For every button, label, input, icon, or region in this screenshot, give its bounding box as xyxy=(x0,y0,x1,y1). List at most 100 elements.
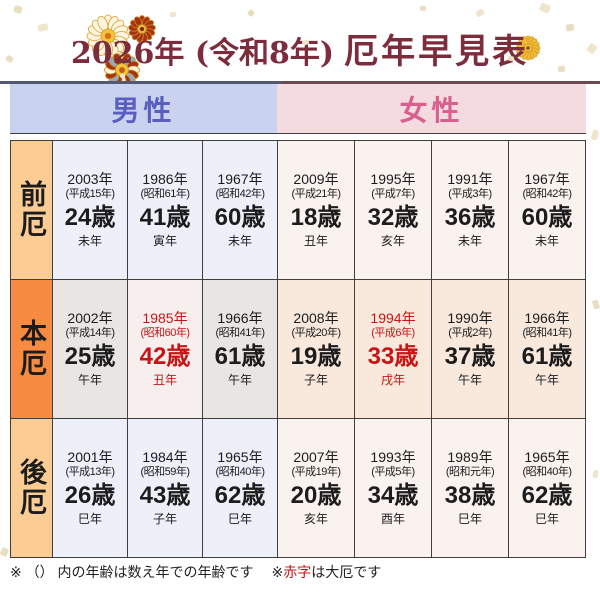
yakudoshi-cell: 1986年 (昭和61年) 41歳 寅年 xyxy=(128,141,203,280)
cell-age: 60歳 xyxy=(214,204,266,232)
cell-era: (平成15年) xyxy=(65,188,115,201)
cell-year: 1967年 xyxy=(217,170,263,187)
cell-era: (昭和42年) xyxy=(215,188,265,201)
cell-zodiac: 巳年 xyxy=(457,512,482,527)
cell-zodiac: 巳年 xyxy=(77,512,102,527)
yakudoshi-cell: 2001年 (平成13年) 26歳巳年 xyxy=(53,419,128,558)
cell-age: 36歳 xyxy=(444,204,496,232)
cell-age: 61歳 xyxy=(214,343,266,371)
cell-zodiac: 子年 xyxy=(152,512,177,527)
cell-era: (平成21年) xyxy=(291,188,341,201)
row-label-atoyaku: 後厄 xyxy=(11,419,53,558)
note-counted-age: ※ （） 内の年齢は数え年での年齢です xyxy=(10,564,254,580)
cell-zodiac: 戌年 xyxy=(380,373,405,388)
title-main: 厄年早見表 xyxy=(344,32,530,72)
yakudoshi-cell: 1993年 (平成5年) 34歳酉年 xyxy=(355,419,432,558)
cell-age: 33歳 xyxy=(367,343,419,371)
yakudoshi-cell: 1990年 (平成2年) 37歳 午年 xyxy=(432,280,509,419)
page-title: 2026年 (令和8年) 厄年早見表 xyxy=(71,24,529,73)
cell-year: 1993年 xyxy=(370,448,416,465)
row-label-honyaku: 本厄 xyxy=(11,280,53,419)
cell-year: 1967年 xyxy=(524,170,570,187)
cell-zodiac: 丑年 xyxy=(152,373,177,388)
note-red-suffix: は大厄です xyxy=(311,564,382,580)
yakudoshi-table-grid: 前厄 2003年 (平成15年) 24歳 未年 1986年 (昭和61年) 41歳 寅年 1967… xyxy=(10,140,586,558)
cell-zodiac: 巳年 xyxy=(227,512,252,527)
cell-zodiac: 未年 xyxy=(227,234,252,249)
paper-speckle xyxy=(558,66,565,72)
cell-age: 62歳 xyxy=(214,482,266,510)
yakudoshi-cell: 2008年 (平成20年) 19歳 子年 xyxy=(278,280,355,419)
cell-year: 2008年 xyxy=(293,309,339,326)
cell-age: 38歳 xyxy=(444,482,496,510)
cell-era: (昭和60年) xyxy=(140,327,190,340)
cell-era: (昭和41年) xyxy=(215,327,265,340)
cell-era: (平成13年) xyxy=(65,466,115,479)
yakudoshi-cell: 1967年 (昭和42年) 60歳 未年 xyxy=(509,141,586,280)
paper-speckle xyxy=(419,5,427,12)
paper-speckle xyxy=(170,12,176,17)
header-divider-rule xyxy=(0,81,600,84)
cell-year: 1995年 xyxy=(370,170,416,187)
cell-age: 34歳 xyxy=(367,482,419,510)
paper-speckle xyxy=(13,4,23,15)
cell-era: (平成19年) xyxy=(291,466,341,479)
cell-era: (昭和59年) xyxy=(140,466,190,479)
cell-era: (昭和元年) xyxy=(445,466,495,479)
cell-era: (平成20年) xyxy=(291,327,341,340)
cell-age: 26歳 xyxy=(64,482,116,510)
paper-speckle xyxy=(586,42,598,55)
cell-era: (昭和42年) xyxy=(522,188,572,201)
yakudoshi-cell: 1966年 (昭和41年) 61歳 午年 xyxy=(509,280,586,419)
yakudoshi-cell: 2007年 (平成19年) 20歳 亥年 xyxy=(278,419,355,558)
cell-era: (平成2年) xyxy=(448,327,492,340)
cell-year: 1985年 xyxy=(142,309,188,326)
cell-age: 18歳 xyxy=(290,204,342,232)
yakudoshi-cell: 1989年 (昭和元年) 38歳巳年 xyxy=(432,419,509,558)
female-column-header: 女性 xyxy=(277,84,586,133)
cell-era: (平成5年) xyxy=(371,466,415,479)
paper-speckle xyxy=(475,8,485,18)
yakudoshi-cell: 1984年 (昭和59年) 43歳子年 xyxy=(128,419,203,558)
paper-speckle xyxy=(591,299,600,310)
cell-age: 24歳 xyxy=(64,204,116,232)
cell-era: (昭和40年) xyxy=(522,466,572,479)
cell-era: (昭和61年) xyxy=(140,188,190,201)
cell-zodiac: 寅年 xyxy=(152,234,177,249)
cell-zodiac: 午年 xyxy=(534,373,559,388)
cell-zodiac: 午年 xyxy=(77,373,102,388)
cell-year: 1989年 xyxy=(447,448,493,465)
paper-speckle xyxy=(246,8,256,18)
cell-year: 2001年 xyxy=(67,448,113,465)
male-column-header: 男性 xyxy=(10,84,277,133)
cell-age: 43歳 xyxy=(139,482,191,510)
paper-speckle xyxy=(538,2,552,14)
cell-age: 42歳 xyxy=(139,343,191,371)
cell-era: (平成3年) xyxy=(448,188,492,201)
cell-zodiac: 酉年 xyxy=(380,512,405,527)
cell-age: 60歳 xyxy=(521,204,573,232)
cell-era: (平成6年) xyxy=(371,327,415,340)
cell-year: 1991年 xyxy=(447,170,493,187)
cell-age: 37歳 xyxy=(444,343,496,371)
cell-year: 1965年 xyxy=(217,448,263,465)
cell-year: 2007年 xyxy=(293,448,339,465)
cell-year: 1986年 xyxy=(142,170,188,187)
cell-zodiac: 子年 xyxy=(303,373,328,388)
cell-zodiac: 丑年 xyxy=(303,234,328,249)
yakudoshi-cell: 2002年 (平成14年) 25歳 午年 xyxy=(53,280,128,419)
cell-year: 1966年 xyxy=(524,309,570,326)
yakudoshi-cell: 1965年 (昭和40年) 62歳 巳年 xyxy=(509,419,586,558)
cell-zodiac: 未年 xyxy=(457,234,482,249)
paper-speckle xyxy=(592,469,599,479)
cell-zodiac: 午年 xyxy=(457,373,482,388)
cell-age: 25歳 xyxy=(64,343,116,371)
cell-year: 1984年 xyxy=(142,448,188,465)
yakudoshi-cell: 1991年 (平成3年) 36歳未年 xyxy=(432,141,509,280)
yakudoshi-cell: 2009年 (平成21年) 18歳 丑年 xyxy=(278,141,355,280)
note-red-prefix: ※ xyxy=(271,564,284,580)
gender-header-row: 男性 女性 xyxy=(10,84,586,134)
yakudoshi-cell: 1967年 (昭和42年) 60歳未年 xyxy=(203,141,278,280)
paper-speckle xyxy=(37,22,49,33)
